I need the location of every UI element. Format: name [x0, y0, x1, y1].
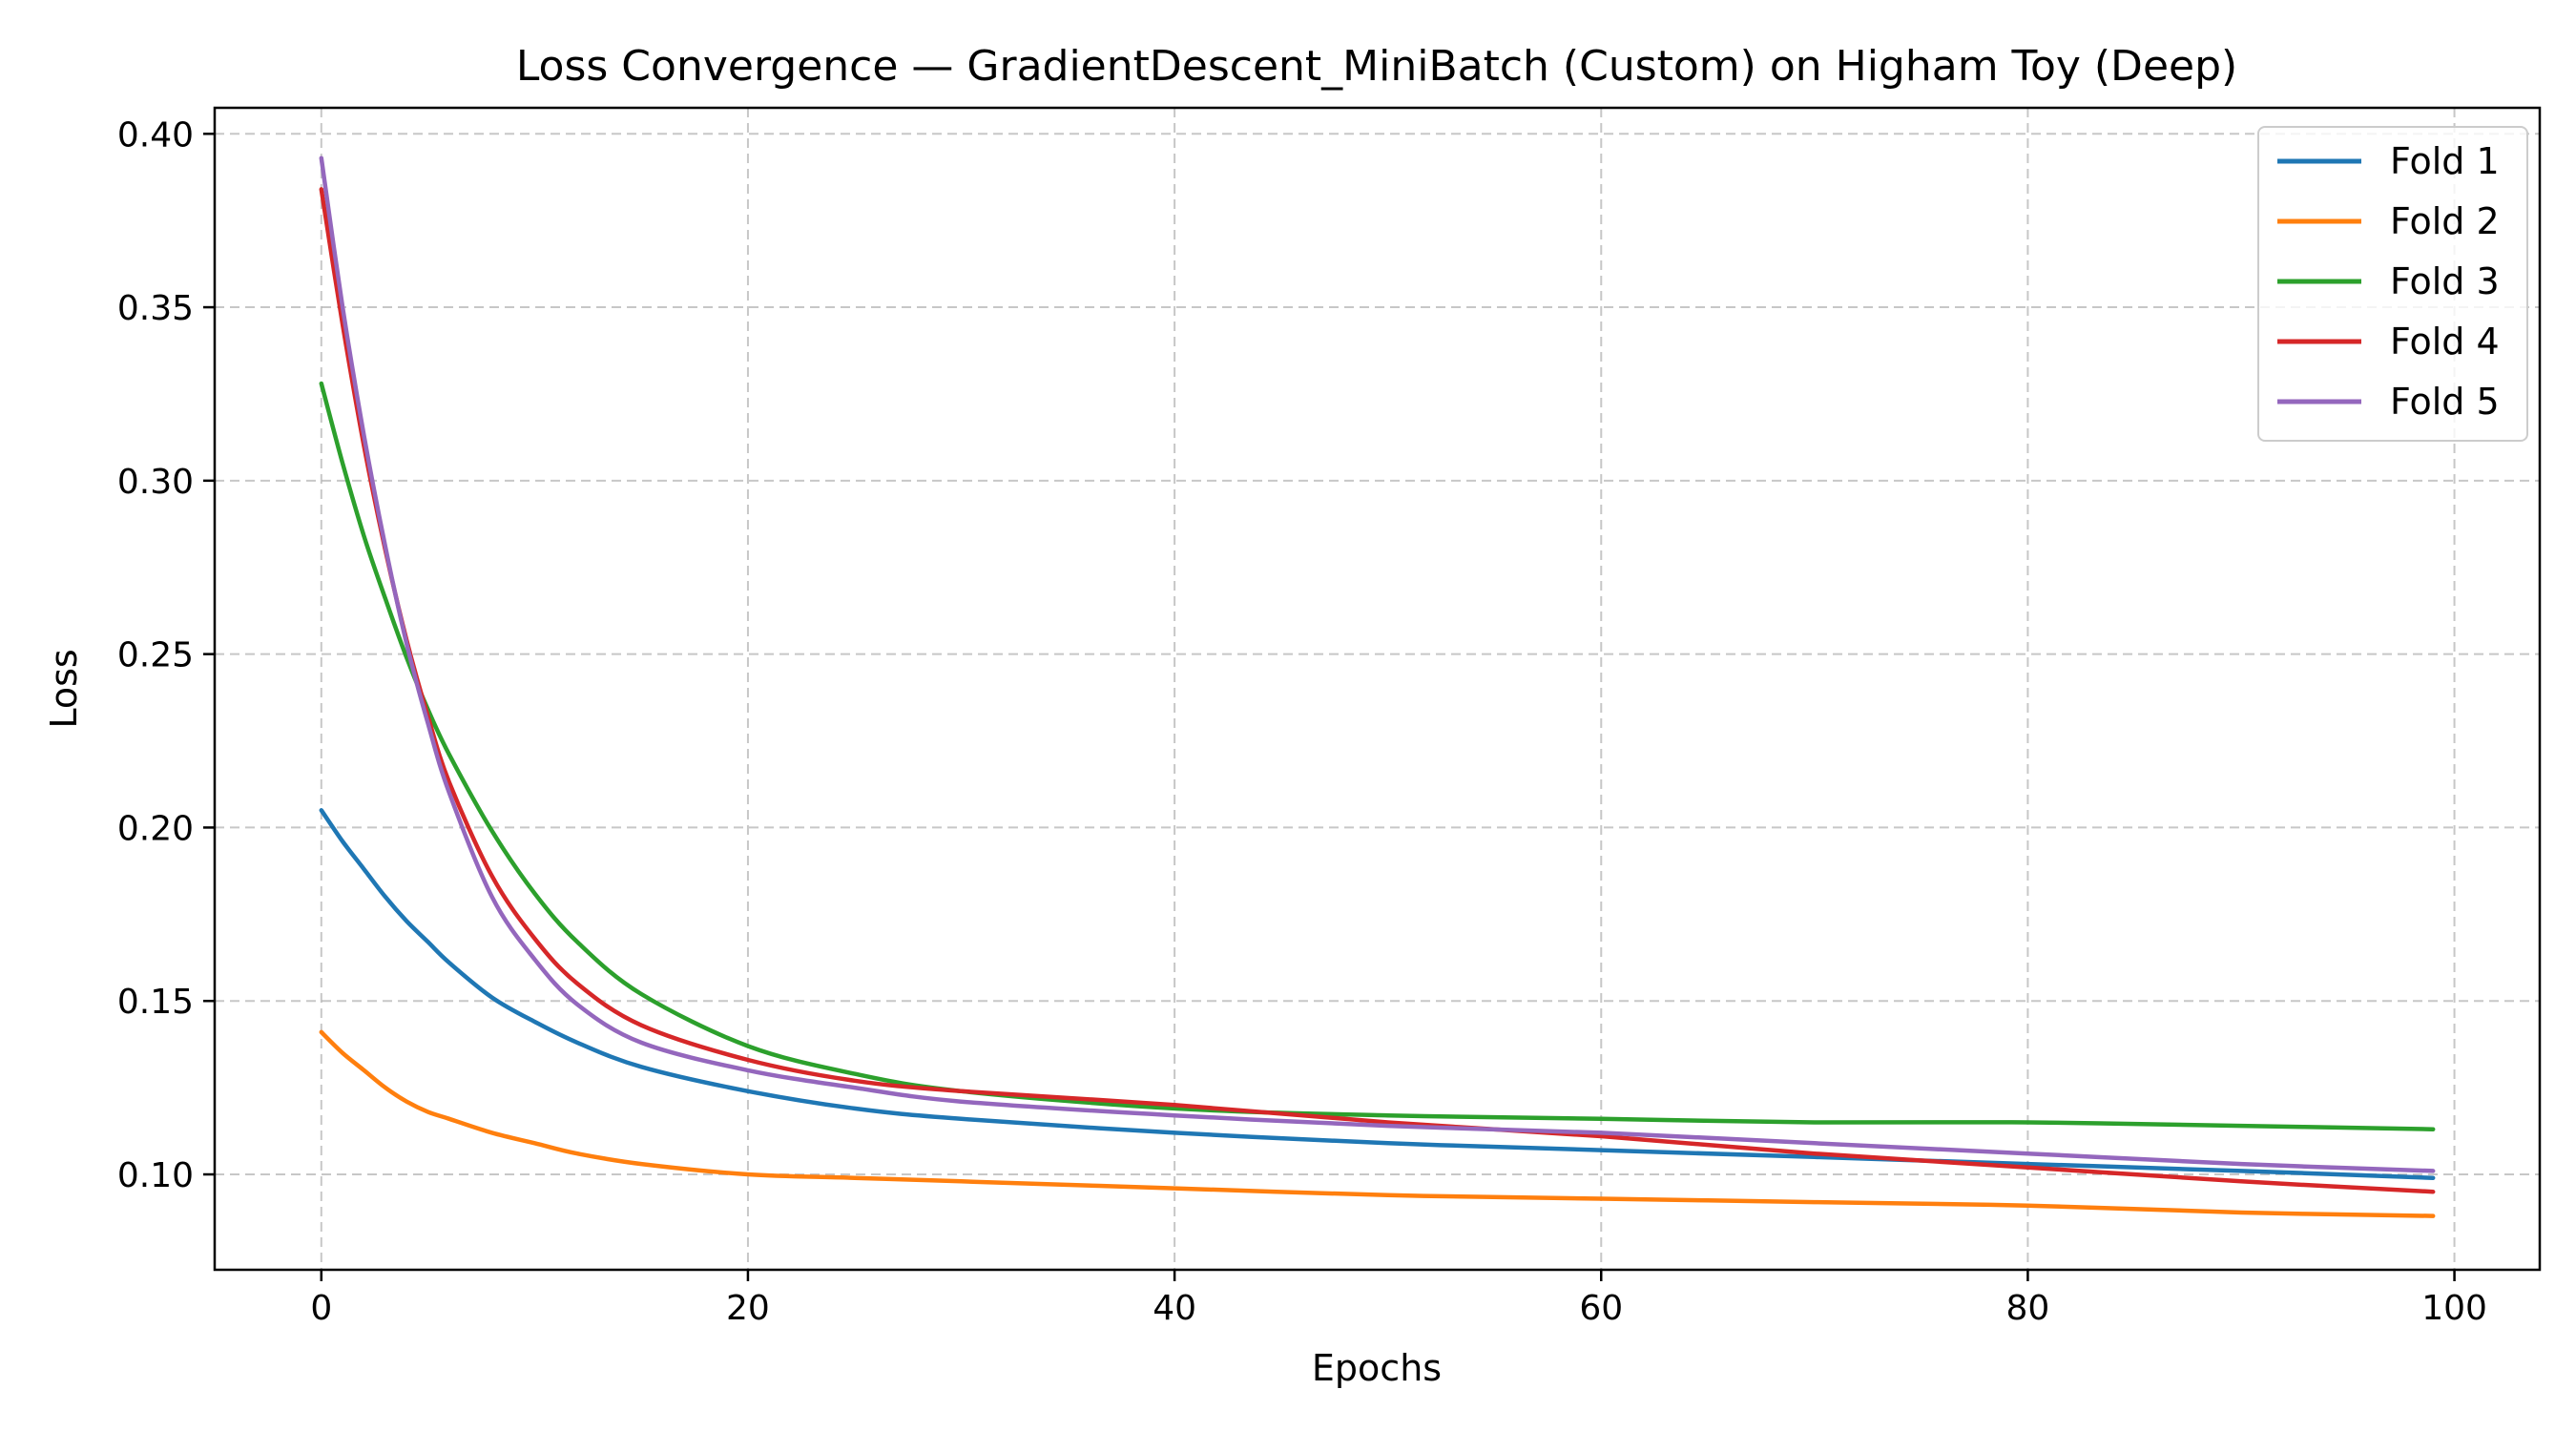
x-tick-label: 80: [2006, 1289, 2050, 1328]
legend-label-fold-2: Fold 2: [2390, 200, 2500, 242]
series-line-fold-3: [319, 381, 2436, 1131]
x-tick-label: 60: [1579, 1289, 1623, 1328]
x-tick-label: 40: [1153, 1289, 1196, 1328]
grid-layer: [215, 108, 2540, 1270]
legend-label-fold-3: Fold 3: [2390, 260, 2500, 302]
series-line-fold-5: [319, 156, 2436, 1173]
chart-title: Loss Convergence — GradientDescent_MiniB…: [516, 42, 2237, 91]
legend-items: Fold 1 Fold 2 Fold 3 Fold 4 Fold 5: [2277, 140, 2500, 423]
x-tick-label: 100: [2421, 1289, 2487, 1328]
x-tick-label: 20: [726, 1289, 770, 1328]
legend: Fold 1 Fold 2 Fold 3 Fold 4 Fold 5: [2257, 126, 2528, 442]
y-tick-label: 0.25: [117, 636, 194, 675]
legend-label-fold-4: Fold 4: [2390, 321, 2500, 363]
y-tick-label: 0.30: [117, 463, 194, 502]
legend-label-fold-5: Fold 5: [2390, 381, 2500, 423]
series-line-fold-2: [319, 1029, 2436, 1218]
y-tick-label: 0.35: [117, 289, 194, 328]
y-tick-label: 0.20: [117, 809, 194, 848]
tick-layer: 0 20 40 60 80 100 0.10 0.15 0.20 0.25 0.30 0.35 0.40: [117, 115, 2487, 1328]
series-layer: [319, 156, 2436, 1218]
y-axis-label: Loss: [43, 649, 85, 728]
y-tick-label: 0.10: [117, 1156, 194, 1195]
y-tick-label: 0.15: [117, 983, 194, 1022]
x-axis-label: Epochs: [1312, 1347, 1442, 1389]
legend-label-fold-1: Fold 1: [2390, 140, 2500, 182]
legend-frame: [2257, 126, 2528, 442]
y-tick-label: 0.40: [117, 115, 194, 155]
plot-frame: [213, 106, 2542, 1272]
x-tick-label: 0: [310, 1289, 332, 1328]
